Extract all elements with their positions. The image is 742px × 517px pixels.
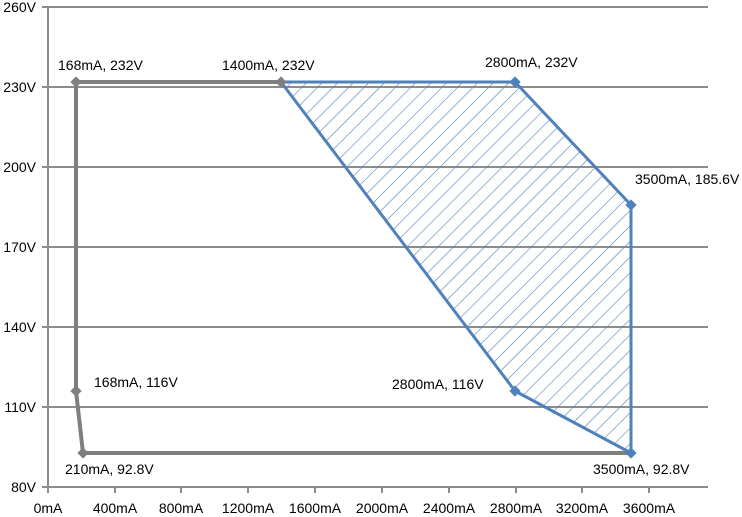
x-label-400: 400mA	[93, 500, 138, 516]
x-axis-labels: 0mA 400mA 800mA 1200mA 1600mA 2000mA 240…	[34, 500, 676, 516]
axes	[42, 7, 708, 493]
y-axis-labels: 260V 230V 200V 170V 140V 110V 80V	[3, 0, 36, 495]
x-label-800: 800mA	[159, 500, 204, 516]
annotation-168ma-116v: 168mA, 116V	[94, 374, 178, 390]
annotation-3500ma-185v: 3500mA, 185.6V	[635, 171, 740, 187]
hatched-region	[281, 82, 631, 453]
x-label-2400: 2400mA	[423, 500, 476, 516]
point-annotations: 168mA, 232V 1400mA, 232V 2800mA, 232V 35…	[58, 54, 740, 477]
y-label-260: 260V	[3, 0, 36, 15]
y-label-140: 140V	[3, 319, 36, 335]
x-label-1200: 1200mA	[222, 500, 275, 516]
y-label-170: 170V	[3, 239, 36, 255]
y-label-110: 110V	[4, 399, 36, 415]
x-label-0: 0mA	[34, 500, 63, 516]
annotation-3500ma-92v: 3500mA, 92.8V	[593, 461, 690, 477]
blue-series-line	[279, 80, 633, 455]
annotation-2800ma-232v: 2800mA, 232V	[485, 54, 578, 70]
annotation-2800ma-116v: 2800mA, 116V	[392, 376, 484, 392]
x-label-2800: 2800mA	[490, 500, 543, 516]
annotation-210ma-92v: 210mA, 92.8V	[65, 461, 154, 477]
annotation-168ma-232v: 168mA, 232V	[58, 57, 143, 73]
gray-markers	[70, 76, 287, 459]
annotation-1400ma-232v: 1400mA, 232V	[222, 57, 315, 73]
y-label-200: 200V	[3, 159, 36, 175]
x-label-3600: 3600mA	[623, 500, 676, 516]
x-label-2000: 2000mA	[356, 500, 409, 516]
x-label-3200: 3200mA	[556, 500, 609, 516]
x-label-1600: 1600mA	[289, 500, 342, 516]
y-label-230: 230V	[3, 79, 36, 95]
y-label-80: 80V	[11, 479, 37, 495]
